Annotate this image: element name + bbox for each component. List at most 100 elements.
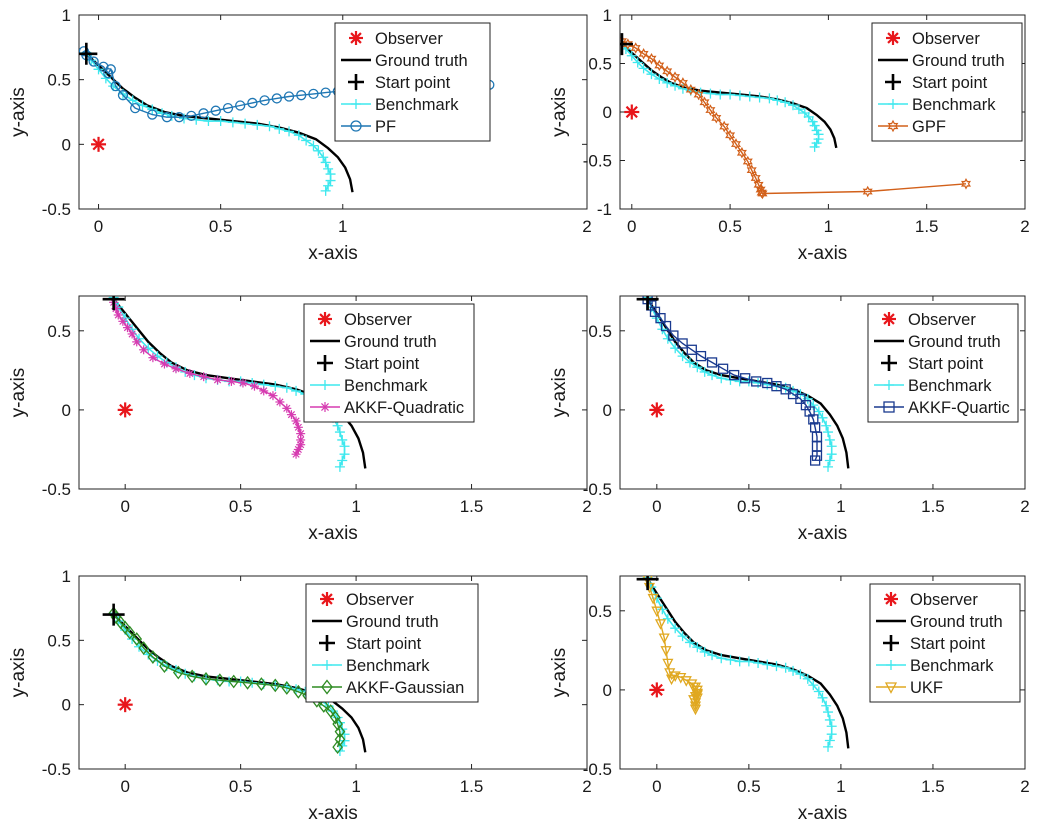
benchmark-point [320,157,331,168]
benchmark-point [632,57,643,68]
filter-point [210,105,221,116]
legend: Observer Ground truth Start point Benchmark… [867,303,1019,423]
filter-point [691,688,703,700]
filter-point [677,77,688,89]
x-tick-label: 0 [94,217,103,236]
benchmark-point [764,93,775,104]
observer-marker [91,136,107,152]
filter-point [242,675,253,690]
y-tick-label: 0 [62,696,71,715]
x-tick-label: 0.5 [229,497,253,516]
legend-label: GPF [912,118,946,136]
benchmark-point [743,656,754,667]
benchmark-point [715,89,726,100]
benchmark-point [313,145,324,156]
benchmark-point [274,123,285,134]
benchmark-point [334,427,345,438]
benchmark-point [826,729,837,740]
benchmark-point [823,427,834,438]
benchmark-point [677,83,688,94]
filter-point [199,372,209,382]
start-point-marker [620,33,633,56]
filter-point [746,164,757,176]
legend-marker [351,99,361,109]
x-axis-label: x-axis [798,243,848,264]
legend-label: AKKF-Gaussian [346,679,464,697]
legend-marker [888,99,898,109]
y-tick-label: -0.5 [42,480,71,499]
benchmark-point [705,88,716,99]
filter-point [213,375,223,385]
filter-point [670,71,681,83]
observer-marker [624,104,640,120]
benchmark-point [793,104,804,115]
filter-point [717,363,729,374]
benchmark-point [301,135,312,146]
legend-label: Benchmark [912,96,996,114]
filter-point [226,376,236,386]
benchmark-point [657,324,668,335]
benchmark-point [677,351,688,362]
benchmark-point [795,669,806,680]
y-axis-label: y-axis [549,368,570,418]
x-axis-label: x-axis [308,243,358,264]
observer-marker [649,682,665,698]
benchmark-point [707,370,718,381]
benchmark-point [325,175,336,186]
legend-label: Observer [346,591,414,609]
y-tick-label: -0.5 [583,480,612,499]
benchmark-point [817,412,828,423]
filter-point [638,47,649,60]
legend-marker [319,635,335,651]
filter-point [320,87,331,98]
legend-label: Ground truth [375,52,468,70]
y-tick-label: -1 [597,200,612,219]
filter-point [256,677,267,691]
observer-marker [117,697,133,713]
filter-point [132,337,142,347]
filter-point [334,724,346,739]
y-tick-label: 1 [62,6,71,25]
legend-marker [883,635,899,651]
filter-point [960,178,972,190]
plot-area [636,296,850,472]
benchmark-point [824,434,835,445]
legend-marker [882,312,896,326]
y-tick-label: 0.5 [588,602,612,621]
benchmark-point [646,69,657,80]
filter-point [113,310,123,320]
filter-point [677,338,688,349]
filter-point [654,619,667,630]
legend-label: Ground truth [344,333,437,351]
benchmark-point [684,357,695,368]
benchmark-point [824,455,835,466]
x-tick-label: 1.5 [460,497,484,516]
legend-label: Start point [912,74,988,92]
legend-label: Ground truth [908,333,1001,351]
filter-point [269,678,281,693]
filter-point [740,373,751,384]
x-axis-label: x-axis [798,523,848,544]
filter-point [171,364,181,374]
filter-point [281,681,293,695]
benchmark-point [788,665,799,676]
legend-marker [348,74,364,90]
legend-label: Ground truth [346,613,439,631]
y-tick-label: 0 [603,401,612,420]
x-tick-label: 2 [582,497,591,516]
legend-label: Start point [908,355,984,373]
y-tick-label: 0.5 [47,631,71,650]
benchmark-point [824,735,835,746]
start-point-marker [79,42,98,65]
benchmark-point [337,434,348,445]
legend-label: Start point [344,355,420,373]
filter-point [804,406,815,417]
benchmark-point [802,673,813,684]
benchmark-point [823,707,834,718]
filter-point [291,449,301,459]
y-tick-label: -0.5 [42,200,71,219]
plot-area [620,33,972,200]
x-tick-label: 1 [351,777,360,796]
observer-marker [117,402,133,418]
